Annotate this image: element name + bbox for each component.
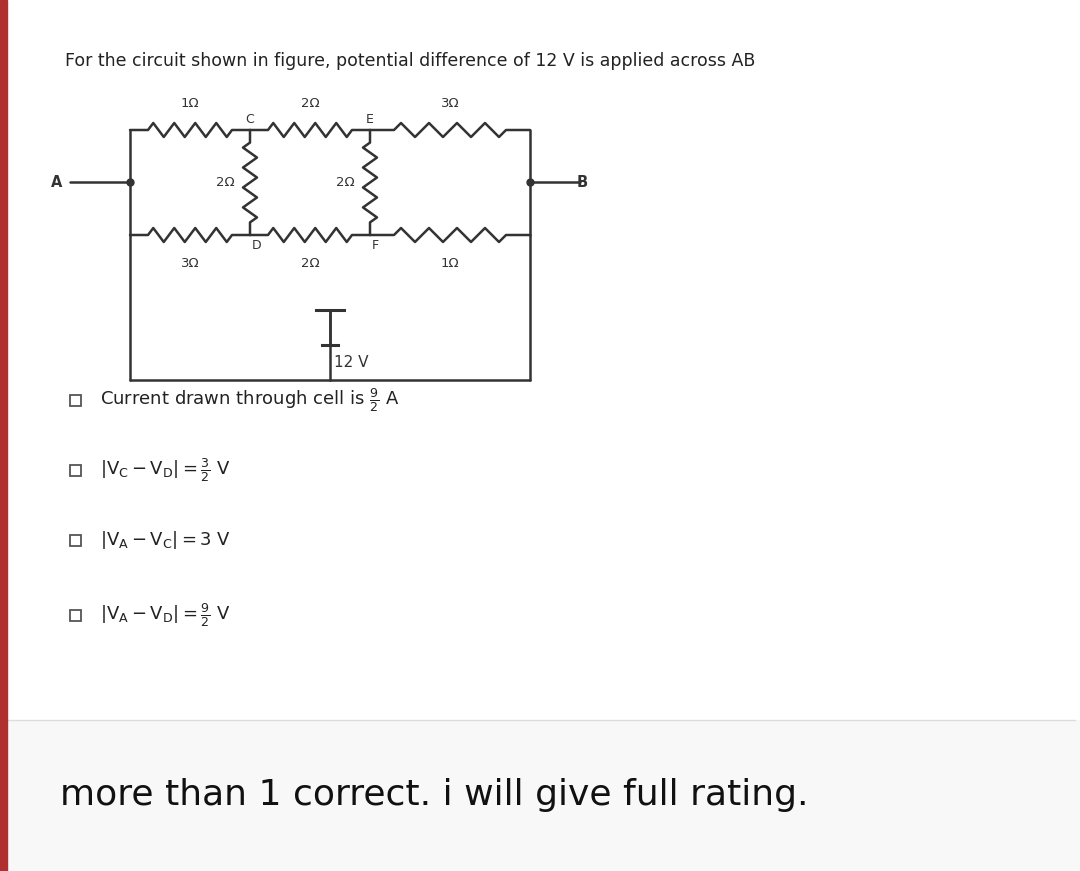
Text: C: C: [245, 113, 255, 126]
Text: For the circuit shown in figure, potential difference of 12 V is applied across : For the circuit shown in figure, potenti…: [65, 52, 755, 70]
Bar: [70, 610, 81, 620]
Text: E: E: [366, 113, 374, 126]
Bar: [70, 535, 81, 545]
Bar: [0, 0, 6, 871]
Text: 2Ω: 2Ω: [300, 97, 320, 110]
Bar: [6, 720, 1080, 871]
Text: A: A: [51, 175, 62, 190]
Text: 2Ω: 2Ω: [300, 257, 320, 270]
Text: 2Ω: 2Ω: [336, 176, 355, 189]
Text: $\mathregular{|V_A - V_D| = \frac{9}{2}}$ V: $\mathregular{|V_A - V_D| = \frac{9}{2}}…: [100, 601, 231, 629]
Text: $\mathregular{|V_C - V_D| = \frac{3}{2}}$ V: $\mathregular{|V_C - V_D| = \frac{3}{2}}…: [100, 456, 231, 484]
Bar: [6, 0, 1080, 720]
Text: 12 V: 12 V: [334, 355, 368, 370]
Text: D: D: [252, 239, 261, 252]
Text: 3Ω: 3Ω: [180, 257, 200, 270]
Text: 2Ω: 2Ω: [216, 176, 235, 189]
Text: 3Ω: 3Ω: [441, 97, 459, 110]
Text: more than 1 correct. i will give full rating.: more than 1 correct. i will give full ra…: [60, 778, 809, 812]
Text: Current drawn through cell is $\mathregular{\frac{9}{2}}$ A: Current drawn through cell is $\mathregu…: [100, 386, 400, 414]
Text: $\mathregular{|V_A - V_C| = 3}$ V: $\mathregular{|V_A - V_C| = 3}$ V: [100, 529, 231, 551]
Text: 1Ω: 1Ω: [180, 97, 200, 110]
Bar: [70, 464, 81, 476]
Text: 1Ω: 1Ω: [441, 257, 459, 270]
Text: F: F: [372, 239, 379, 252]
Bar: [70, 395, 81, 406]
Text: B: B: [577, 175, 588, 190]
